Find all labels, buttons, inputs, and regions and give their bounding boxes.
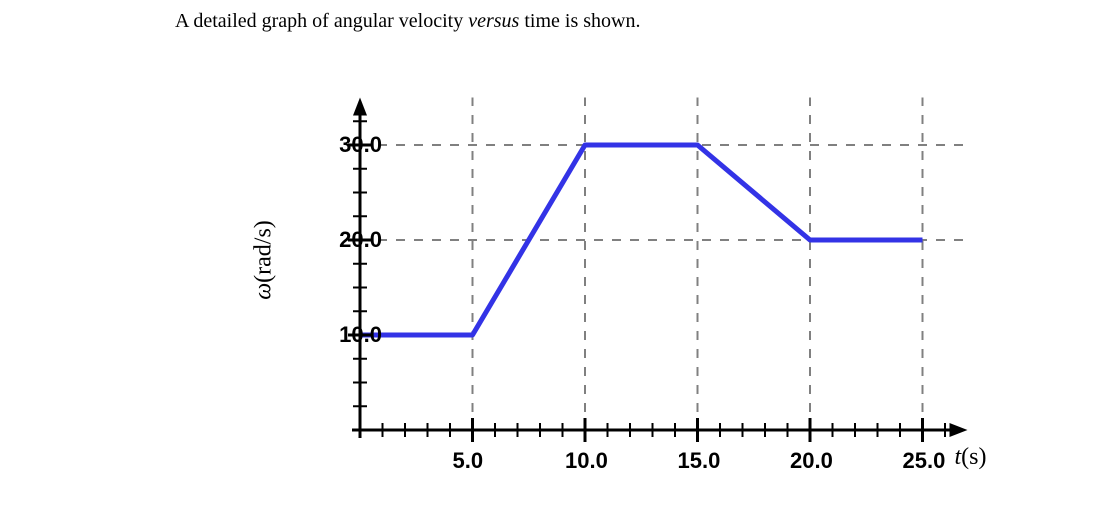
x-tick-label: 25.0 xyxy=(903,448,946,474)
caption-prefix: A detailed graph of angular velocity xyxy=(175,10,468,32)
y-tick-label: 20.0 xyxy=(339,227,382,253)
x-tick-label: 5.0 xyxy=(453,448,484,474)
x-tick-label: 10.0 xyxy=(565,448,608,474)
x-axis-arrow xyxy=(950,423,968,437)
x-tick-label: 15.0 xyxy=(678,448,721,474)
x-axis-label: t(s) xyxy=(955,444,987,471)
caption-versus: versus xyxy=(468,10,519,32)
caption-suffix: time is shown. xyxy=(519,10,640,32)
x-tick-label: 20.0 xyxy=(790,448,833,474)
omega-series-line xyxy=(360,145,923,335)
chart-svg xyxy=(230,60,1010,470)
y-tick-label: 10.0 xyxy=(339,322,382,348)
angular-velocity-chart: ω(rad/s) 10.0 20.0 30.0 5.0 10.0 15.0 20.0 25.0… xyxy=(230,60,1050,490)
y-tick-label: 30.0 xyxy=(339,132,382,158)
y-axis-arrow xyxy=(353,98,367,116)
y-axis-label: ω(rad/s) xyxy=(250,220,277,300)
figure-caption: A detailed graph of angular velocity ver… xyxy=(175,10,640,33)
